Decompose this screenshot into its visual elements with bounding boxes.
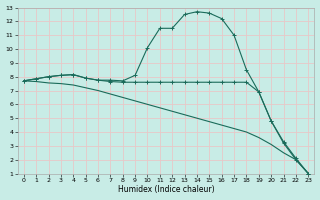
X-axis label: Humidex (Indice chaleur): Humidex (Indice chaleur) — [118, 185, 214, 194]
